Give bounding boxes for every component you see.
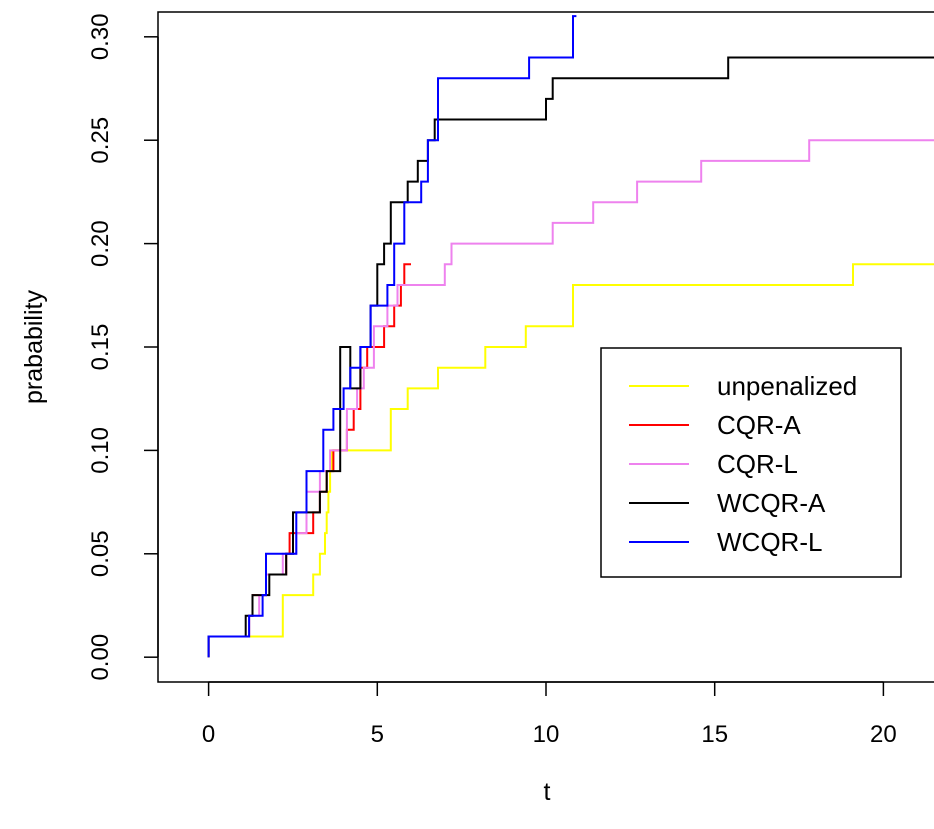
x-tick-label: 5 (371, 721, 384, 748)
legend-label: CQR-A (717, 410, 801, 440)
x-tick-label: 15 (701, 721, 728, 748)
y-tick-label: 0.20 (87, 220, 114, 267)
legend-label: unpenalized (717, 371, 857, 401)
legend-label: WCQR-L (717, 527, 822, 557)
y-tick-label: 0.15 (87, 324, 114, 371)
y-tick-label: 0.25 (87, 117, 114, 164)
y-tick-label: 0.05 (87, 530, 114, 577)
x-axis: 0 5 10 15 20 (202, 681, 897, 748)
plot-lines (207, 15, 934, 658)
y-tick-label: 0.00 (87, 634, 114, 681)
y-tick-label: 0.30 (87, 13, 114, 60)
x-tick-label: 20 (870, 721, 897, 748)
y-axis: 0.00 0.05 0.10 0.15 0.20 0.25 0.30 (87, 13, 159, 681)
series-line-wcqr-l (207, 15, 577, 658)
legend: unpenalized CQR-A CQR-L WCQR-A WCQR-L (600, 347, 902, 578)
legend-label: WCQR-A (717, 488, 826, 518)
x-tick-label: 0 (202, 721, 215, 748)
legend-label: CQR-L (717, 449, 798, 479)
x-axis-title: t (544, 778, 551, 806)
series-line-cqr-a (207, 263, 411, 658)
x-tick-label: 10 (533, 721, 560, 748)
y-tick-label: 0.10 (87, 427, 114, 474)
y-axis-title: prabability (20, 290, 48, 404)
